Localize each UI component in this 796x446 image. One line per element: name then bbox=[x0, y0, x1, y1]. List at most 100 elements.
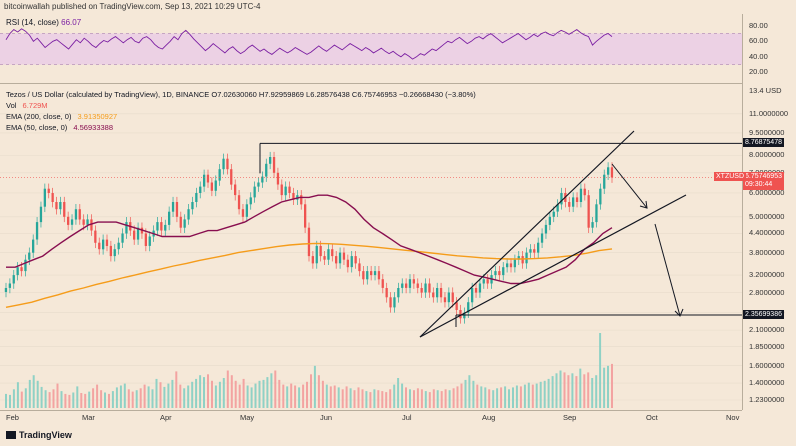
volume-bar bbox=[563, 372, 566, 408]
volume-bar bbox=[523, 384, 526, 408]
candle-body bbox=[90, 219, 93, 231]
rsi-legend[interactable]: RSI (14, close) 66.07 bbox=[6, 18, 81, 27]
candle-body bbox=[568, 202, 571, 207]
candle-body bbox=[241, 209, 245, 217]
ema50-label: EMA (50, close, 0) bbox=[6, 123, 68, 132]
candle-body bbox=[191, 202, 194, 210]
volume-bar bbox=[440, 391, 443, 408]
symbol-legend[interactable]: Tezos / US Dollar (calculated by Trading… bbox=[6, 90, 476, 99]
ema200-legend[interactable]: EMA (200, close, 0) 3.91350927 bbox=[6, 112, 117, 121]
ema200-label: EMA (200, close, 0) bbox=[6, 112, 72, 121]
price-axis-label: 1.6000000 bbox=[749, 360, 785, 370]
volume-legend[interactable]: Vol 6.729M bbox=[6, 101, 48, 110]
volume-bar bbox=[100, 390, 103, 408]
candle-body bbox=[59, 202, 62, 210]
candle-body bbox=[560, 193, 563, 205]
candle-body bbox=[35, 222, 39, 240]
volume-bar bbox=[40, 386, 43, 408]
candle-body bbox=[533, 249, 536, 253]
price-axis-label: 6.0000000 bbox=[749, 187, 785, 197]
rsi-line bbox=[5, 28, 613, 60]
volume-bar bbox=[317, 375, 320, 408]
volume-bar bbox=[214, 385, 217, 408]
candle-body bbox=[269, 157, 272, 164]
volume-bar bbox=[139, 388, 142, 408]
volume-bar bbox=[472, 380, 475, 408]
candle-body bbox=[603, 174, 606, 189]
volume-bar bbox=[337, 387, 340, 408]
candle-body bbox=[63, 202, 66, 217]
rsi-pane[interactable] bbox=[0, 14, 742, 84]
volume-bar bbox=[571, 373, 574, 408]
volume-bar bbox=[357, 387, 360, 408]
candle-body bbox=[408, 279, 412, 288]
candle-body bbox=[385, 288, 388, 298]
candle-body bbox=[187, 209, 190, 220]
volume-bar bbox=[203, 377, 205, 408]
candle-body bbox=[179, 216, 182, 228]
candle-body bbox=[482, 279, 485, 284]
candle-body bbox=[432, 292, 435, 298]
candle-body bbox=[405, 283, 408, 288]
candle-body bbox=[393, 297, 396, 308]
time-axis[interactable]: Feb Mar Apr May Jun Jul Aug Sep Oct Nov bbox=[0, 410, 742, 425]
candle-body bbox=[226, 158, 229, 170]
candle-body bbox=[358, 263, 361, 272]
candle-body bbox=[292, 193, 295, 200]
volume-bar bbox=[151, 389, 154, 409]
volume-bar bbox=[302, 384, 305, 408]
price-chart-pane[interactable] bbox=[0, 84, 742, 410]
volume-bar bbox=[321, 380, 324, 408]
candle-body bbox=[416, 283, 419, 288]
candle-body bbox=[47, 188, 50, 193]
volume-bar bbox=[527, 382, 530, 408]
volume-bar bbox=[393, 384, 396, 408]
ticker-tag: XTZUSD bbox=[714, 172, 746, 182]
candle-body bbox=[175, 202, 179, 217]
volume-bar bbox=[92, 388, 95, 408]
volume-bar bbox=[329, 386, 332, 408]
volume-bar bbox=[480, 386, 483, 408]
candle-body bbox=[552, 211, 555, 217]
candle-body bbox=[109, 245, 112, 257]
tradingview-logo-icon bbox=[6, 431, 16, 439]
volume-bar bbox=[416, 388, 419, 408]
candle-body bbox=[537, 242, 540, 253]
volume-bar bbox=[543, 380, 546, 408]
current-price-value: 6.75746953 bbox=[745, 173, 782, 181]
projection-arrow-1 bbox=[611, 163, 648, 209]
tradingview-footer[interactable]: TradingView bbox=[6, 430, 72, 440]
ema50-legend[interactable]: EMA (50, close, 0) 4.56933388 bbox=[6, 123, 113, 132]
candle-body bbox=[439, 288, 443, 298]
volume-bar bbox=[5, 393, 7, 408]
candle-body bbox=[156, 222, 159, 231]
candle-body bbox=[24, 259, 27, 272]
candle-body bbox=[105, 239, 109, 246]
volume-bar bbox=[575, 376, 578, 408]
current-price-tag: 6.75746953 09:30:44 bbox=[743, 172, 784, 191]
candle-body bbox=[171, 202, 175, 212]
volume-bar bbox=[373, 389, 376, 409]
volume-bar bbox=[567, 375, 570, 408]
volume-bar bbox=[199, 375, 202, 408]
candle-body bbox=[280, 184, 283, 196]
price-axis[interactable]: 80.00 60.00 40.00 20.00 13.4 USD 11.0000000… bbox=[742, 14, 796, 410]
price-axis-label: 2.1000000 bbox=[749, 325, 785, 335]
candle-body bbox=[67, 216, 70, 225]
candle-body bbox=[506, 263, 509, 268]
wedge-lower-line bbox=[419, 194, 687, 338]
volume-bar bbox=[504, 386, 507, 408]
candle-body bbox=[300, 195, 303, 205]
volume-bar bbox=[325, 384, 328, 408]
candle-body bbox=[331, 249, 334, 257]
candle-body bbox=[94, 230, 97, 243]
candle-body bbox=[498, 271, 501, 276]
candle-body bbox=[257, 182, 260, 187]
volume-bar bbox=[508, 389, 510, 409]
volume-bar bbox=[282, 384, 285, 408]
volume-bar bbox=[397, 378, 400, 408]
price-axis-label: 11.0000000 bbox=[749, 108, 789, 118]
volume-bar bbox=[310, 374, 312, 409]
candle-body bbox=[412, 279, 415, 284]
volume-bar bbox=[88, 391, 91, 408]
